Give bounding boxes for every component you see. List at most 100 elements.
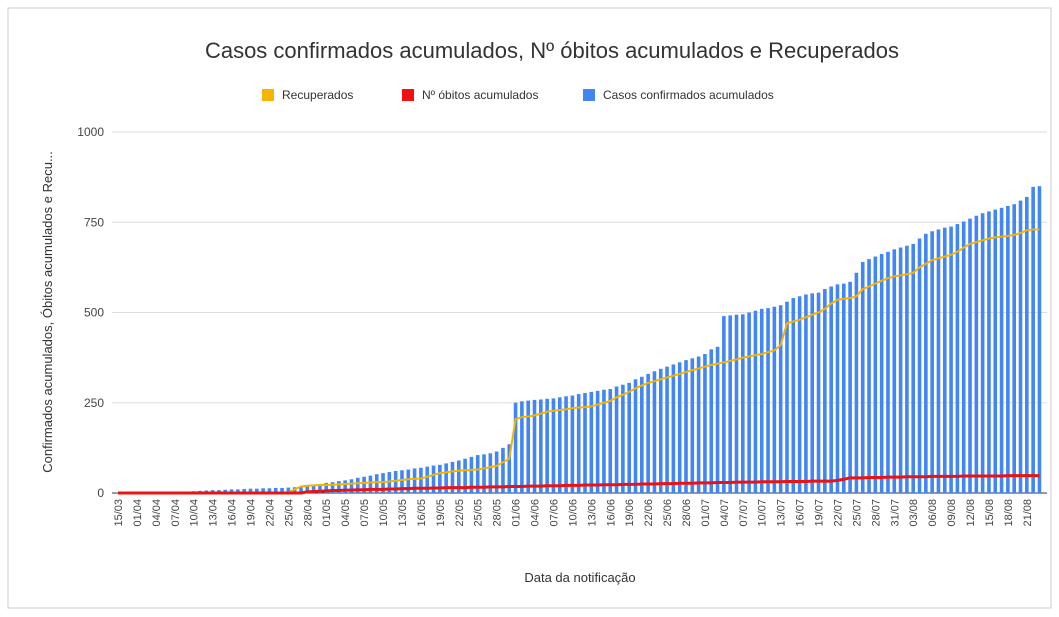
x-tick-label: 06/08: [927, 499, 939, 527]
x-axis-title: Data da notificação: [524, 570, 635, 585]
legend-label: Recuperados: [282, 88, 353, 102]
bar: [962, 222, 966, 493]
bar: [905, 246, 909, 493]
bar: [533, 400, 537, 493]
x-tick-label: 16/04: [227, 499, 239, 527]
x-tick-label: 22/06: [643, 499, 655, 527]
bar: [993, 210, 997, 493]
bar: [596, 391, 600, 493]
x-tick-label: 19/05: [435, 499, 447, 527]
bar: [703, 354, 707, 493]
x-tick-label: 10/06: [567, 499, 579, 527]
x-tick-label: 21/08: [1022, 499, 1034, 527]
bar: [810, 293, 814, 493]
bar: [678, 362, 682, 493]
bar: [1012, 204, 1016, 493]
bar: [709, 349, 713, 493]
legend-label: Nº óbitos acumulados: [422, 88, 538, 102]
x-tick-label: 12/08: [965, 499, 977, 527]
x-tick-label: 04/06: [530, 499, 542, 527]
bar: [640, 377, 644, 493]
x-tick-label: 22/04: [264, 499, 276, 527]
x-tick-label: 09/08: [946, 499, 958, 527]
bar: [526, 401, 530, 493]
x-tick-label: 01/04: [132, 499, 144, 527]
legend: Recuperados Nº óbitos acumulados Casos con…: [262, 88, 774, 102]
x-tick-label: 13/06: [586, 499, 598, 527]
bar: [779, 305, 783, 493]
x-tick-label: 10/07: [757, 499, 769, 527]
bar: [874, 257, 878, 493]
bar: [804, 294, 808, 493]
bar: [861, 262, 865, 493]
bar: [867, 259, 871, 493]
x-tick-label: 07/05: [359, 499, 371, 527]
x-tick-label: 07/04: [170, 499, 182, 527]
bar: [911, 244, 915, 493]
bar: [949, 227, 953, 493]
bar: [653, 371, 657, 493]
legend-swatch: [262, 89, 274, 101]
bar: [842, 284, 846, 493]
bar: [981, 213, 985, 493]
y-tick-label: 0: [97, 486, 104, 500]
bar: [697, 357, 701, 493]
bar: [621, 385, 625, 493]
bar: [823, 289, 827, 493]
bar: [558, 397, 562, 493]
bar: [608, 389, 612, 493]
x-tick-label: 19/04: [245, 499, 257, 527]
x-tick-label: 16/05: [416, 499, 428, 527]
x-tick-label: 22/05: [454, 499, 466, 527]
bar: [987, 211, 991, 493]
bar: [956, 224, 960, 493]
bar: [716, 347, 720, 493]
x-tick-label: 04/05: [340, 499, 352, 527]
legend-label: Casos confirmados acumulados: [603, 88, 774, 102]
x-tick-label: 25/07: [851, 499, 863, 527]
bar: [728, 315, 732, 493]
legend-swatch: [583, 89, 595, 101]
x-tick-label: 13/07: [776, 499, 788, 527]
x-tick-label: 10/04: [189, 499, 201, 527]
x-tick-label: 10/05: [378, 499, 390, 527]
bar: [1019, 201, 1023, 493]
bar: [646, 374, 650, 493]
bar: [1031, 187, 1035, 493]
x-tick-label: 03/08: [908, 499, 920, 527]
bar: [735, 315, 739, 493]
x-tick-label: 04/04: [151, 499, 163, 527]
x-tick-label: 19/07: [814, 499, 826, 527]
bar: [684, 360, 688, 493]
bar: [924, 234, 928, 493]
bar: [627, 383, 631, 493]
bar: [899, 248, 903, 493]
bar: [1025, 197, 1029, 493]
bar: [766, 308, 770, 493]
bar: [855, 273, 859, 493]
bar: [754, 311, 758, 493]
bar: [1000, 208, 1004, 493]
x-tick-label: 28/04: [302, 499, 314, 527]
x-tick-label: 25/05: [473, 499, 485, 527]
bar: [659, 369, 663, 493]
bar: [937, 229, 941, 493]
x-tick-label: 19/06: [624, 499, 636, 527]
bar: [880, 254, 884, 493]
x-tick-label: 01/07: [700, 499, 712, 527]
bar: [552, 398, 556, 493]
y-axis-title: Confirmados acumulados, Óbitos acumulado…: [40, 151, 55, 473]
bar: [672, 364, 676, 493]
bar: [930, 231, 934, 493]
bar: [1006, 206, 1010, 493]
bar: [943, 228, 947, 493]
bar: [791, 298, 795, 493]
bar: [1038, 186, 1042, 493]
y-tick-label: 500: [84, 306, 104, 320]
x-tick-label: 15/08: [984, 499, 996, 527]
x-tick-label: 07/06: [548, 499, 560, 527]
bar: [571, 396, 575, 493]
x-tick-label: 25/06: [662, 499, 674, 527]
x-tick-label: 13/04: [208, 499, 220, 527]
